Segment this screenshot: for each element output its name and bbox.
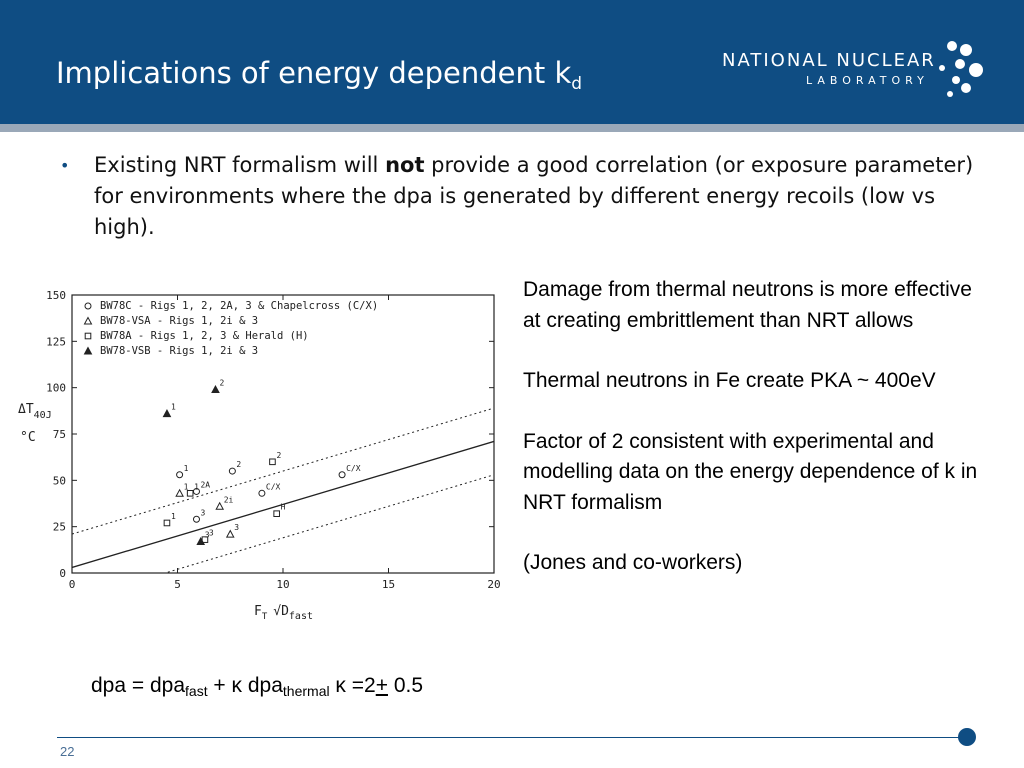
x-tick-label: 20 <box>487 578 500 591</box>
y-tick-label: 125 <box>46 335 66 348</box>
x-axis-label: FT √Dfast <box>254 604 313 622</box>
point-label: 1 <box>184 482 189 491</box>
bound-line-2 <box>163 474 494 573</box>
data-point-triangle-open <box>215 501 225 510</box>
point-label: 3 <box>200 508 205 517</box>
point-label: 3 <box>209 529 214 538</box>
data-point-circle <box>176 471 184 479</box>
point-label: 3 <box>205 530 210 539</box>
data-point-square <box>269 458 276 466</box>
data-point-triangle-open <box>175 488 184 497</box>
dpa-chart: 0 5 10 15 20 0 25 50 75 100 125 150 1 2 2A 3 C/X C/X 1 2i 3 1… <box>14 283 504 633</box>
slide-header: Implications of energy dependent kd NATI… <box>0 0 1024 124</box>
point-label: 2 <box>276 451 281 460</box>
data-point-triangle-filled <box>196 536 206 545</box>
data-point-circle <box>228 467 236 475</box>
point-label: H <box>281 503 286 512</box>
dpa-formula: dpa = dpafast + κ dpathermal κ =2+ 0.5 <box>91 674 424 699</box>
data-point-square <box>163 519 171 527</box>
logo-dots-icon <box>939 41 983 97</box>
y-tick-label: 75 <box>53 428 66 441</box>
point-label: C/X <box>346 464 361 473</box>
trend-line <box>72 440 494 569</box>
y-axis-label: ΔT40J <box>18 402 52 421</box>
side-paragraph-1: Damage from thermal neutrons is more eff… <box>523 278 972 332</box>
data-point-circle <box>338 471 346 479</box>
nnl-logo: NATIONAL NUCLEAR LABORATORY <box>720 41 1010 114</box>
y-axis-unit: °C <box>20 430 36 445</box>
legend-marker-triangle-open <box>83 316 93 325</box>
legend-label: BW78A - Rigs 1, 2, 3 & Herald (H) <box>100 330 309 342</box>
page-number: 22 <box>60 744 75 759</box>
side-paragraph-3: Factor of 2 consistent with experimental… <box>523 429 978 514</box>
x-tick-label: 0 <box>69 578 76 591</box>
title-subscript: d <box>571 74 583 94</box>
side-notes: Damage from thermal neutrons is more eff… <box>523 275 993 609</box>
point-label: 2i <box>224 495 234 504</box>
point-label: 1 <box>171 403 176 412</box>
legend-label: BW78-VSA - Rigs 1, 2i & 3 <box>100 315 258 327</box>
y-tick-label: 100 <box>46 382 66 395</box>
data-point-circle <box>258 489 266 497</box>
side-paragraph-4: (Jones and co-workers) <box>523 551 743 574</box>
x-tick-label: 10 <box>276 578 289 591</box>
point-label: 1 <box>171 512 176 521</box>
logo-line1: NATIONAL NUCLEAR <box>722 50 936 71</box>
bound-line-1 <box>72 407 494 535</box>
data-point-square <box>186 490 194 497</box>
point-label: 2 <box>219 379 224 388</box>
bullet-dot-icon: • <box>60 156 70 175</box>
chart-svg: 0 5 10 15 20 0 25 50 75 100 125 150 1 2 2A 3 C/X C/X 1 2i 3 1… <box>18 289 501 622</box>
footer-dot-icon <box>958 728 976 746</box>
y-tick-label: 50 <box>53 474 66 487</box>
data-point-circle <box>192 515 200 523</box>
bullet-bold: not <box>385 153 425 177</box>
data-point-triangle-filled <box>211 384 220 394</box>
footer-line <box>57 737 961 738</box>
data-point-circle <box>192 487 200 495</box>
point-label: 3 <box>234 523 239 532</box>
slide-title: Implications of energy dependent kd <box>56 56 583 94</box>
bullet-text: Existing NRT formalism will not provide … <box>94 153 974 239</box>
point-label: 2 <box>236 460 241 469</box>
y-tick-label: 0 <box>59 567 66 580</box>
logo-line2: LABORATORY <box>806 74 929 87</box>
point-label: 2A <box>200 480 210 489</box>
data-point-square <box>273 510 280 517</box>
x-tick-label: 5 <box>174 578 181 591</box>
data-point-triangle-filled <box>162 409 172 418</box>
y-tick-label: 25 <box>53 521 66 534</box>
header-stripe <box>0 124 1024 132</box>
point-label: 1 <box>184 464 189 473</box>
legend-label: BW78C - Rigs 1, 2, 2A, 3 & Chapelcross (… <box>100 300 378 312</box>
data-point-triangle-open <box>225 529 235 538</box>
legend-marker-square <box>84 332 92 340</box>
side-paragraph-2: Thermal neutrons in Fe create PKA ~ 400e… <box>523 369 936 392</box>
y-tick-label: 150 <box>46 289 66 302</box>
point-label: 1 <box>194 482 199 491</box>
x-tick-label: 15 <box>382 578 395 591</box>
point-label: C/X <box>266 482 281 491</box>
legend-label: BW78-VSB - Rigs 1, 2i & 3 <box>100 345 258 357</box>
legend-marker-triangle-filled <box>83 346 93 355</box>
legend-marker-circle <box>84 302 92 310</box>
